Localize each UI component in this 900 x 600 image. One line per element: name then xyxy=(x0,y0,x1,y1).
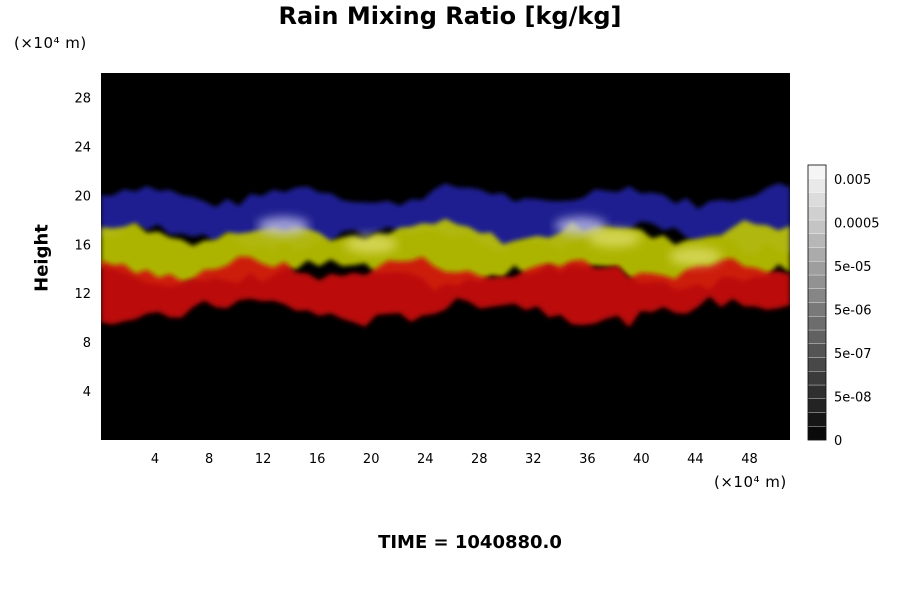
colorbar-frame xyxy=(807,164,827,441)
x-tick-label: 16 xyxy=(309,452,326,467)
colorbar-cell xyxy=(807,302,827,317)
x-unit-label: (×10⁴ m) xyxy=(714,473,787,491)
x-tick-label: 40 xyxy=(633,452,650,467)
colorbar-cell xyxy=(807,219,827,234)
colorbar-cell xyxy=(807,426,827,441)
x-tick-label: 36 xyxy=(579,452,596,467)
colorbar-cell xyxy=(807,316,827,331)
time-label: TIME = 1040880.0 xyxy=(378,532,562,553)
colorbar-cell xyxy=(807,371,827,386)
highlight-blob xyxy=(554,216,607,235)
x-tick-label: 4 xyxy=(151,452,159,467)
x-ticks: 4 8 12 16 20 24 28 32 36 40 44 48 xyxy=(151,452,758,467)
y-tick-label: 28 xyxy=(74,91,91,106)
colorbar-cell xyxy=(807,274,827,289)
colorbar-tick-label: 0.0005 xyxy=(834,217,880,232)
colorbar-cell xyxy=(807,343,827,358)
y-tick-label: 16 xyxy=(74,238,91,253)
colorbar-tick-label: 5e-08 xyxy=(834,391,872,406)
x-tick-label: 32 xyxy=(525,452,542,467)
x-tick-label: 28 xyxy=(471,452,488,467)
colorbar-cell xyxy=(807,412,827,427)
highlight-blob xyxy=(669,247,722,266)
colorbar-cell xyxy=(807,178,827,193)
colorbar-cell xyxy=(807,357,827,372)
layer-band-2 xyxy=(101,256,790,328)
colorbar-cell xyxy=(807,164,827,179)
x-tick-label: 12 xyxy=(255,452,272,467)
field-layers xyxy=(101,183,790,328)
y-tick-label: 4 xyxy=(83,385,91,400)
x-tick-label: 44 xyxy=(687,452,704,467)
x-tick-label: 24 xyxy=(417,452,434,467)
colorbar-cell xyxy=(807,192,827,207)
highlight-blob xyxy=(257,216,310,235)
chart-title: Rain Mixing Ratio [kg/kg] xyxy=(278,2,622,30)
colorbar-cell xyxy=(807,288,827,303)
y-unit-label: (×10⁴ m) xyxy=(14,34,87,52)
colorbar-tick-label: 0 xyxy=(834,434,842,449)
y-tick-label: 20 xyxy=(74,189,91,204)
y-ticks: 4 8 12 16 20 24 28 xyxy=(74,91,91,400)
highlight-blob xyxy=(588,229,641,248)
colorbar-cell xyxy=(807,398,827,413)
colorbar-cell xyxy=(807,329,827,344)
x-tick-label: 20 xyxy=(363,452,380,467)
y-tick-label: 24 xyxy=(74,140,91,155)
colorbar-cell xyxy=(807,247,827,262)
colorbar-tick-label: 0.005 xyxy=(834,173,871,188)
highlight-blob xyxy=(345,235,398,254)
x-tick-label: 48 xyxy=(741,452,758,467)
colorbar-cell xyxy=(807,206,827,221)
y-tick-label: 12 xyxy=(74,287,91,302)
y-tick-label: 8 xyxy=(83,336,91,351)
colorbar-cell xyxy=(807,261,827,276)
colorbar: 0.005 0.0005 5e-05 5e-06 5e-07 5e-08 0 xyxy=(807,164,880,449)
colorbar-cell xyxy=(807,384,827,399)
colorbar-tick-label: 5e-07 xyxy=(834,347,872,362)
colorbar-cell xyxy=(807,233,827,248)
colorbar-tick-label: 5e-06 xyxy=(834,304,872,319)
colorbar-tick-label: 5e-05 xyxy=(834,260,872,275)
x-tick-label: 8 xyxy=(205,452,213,467)
